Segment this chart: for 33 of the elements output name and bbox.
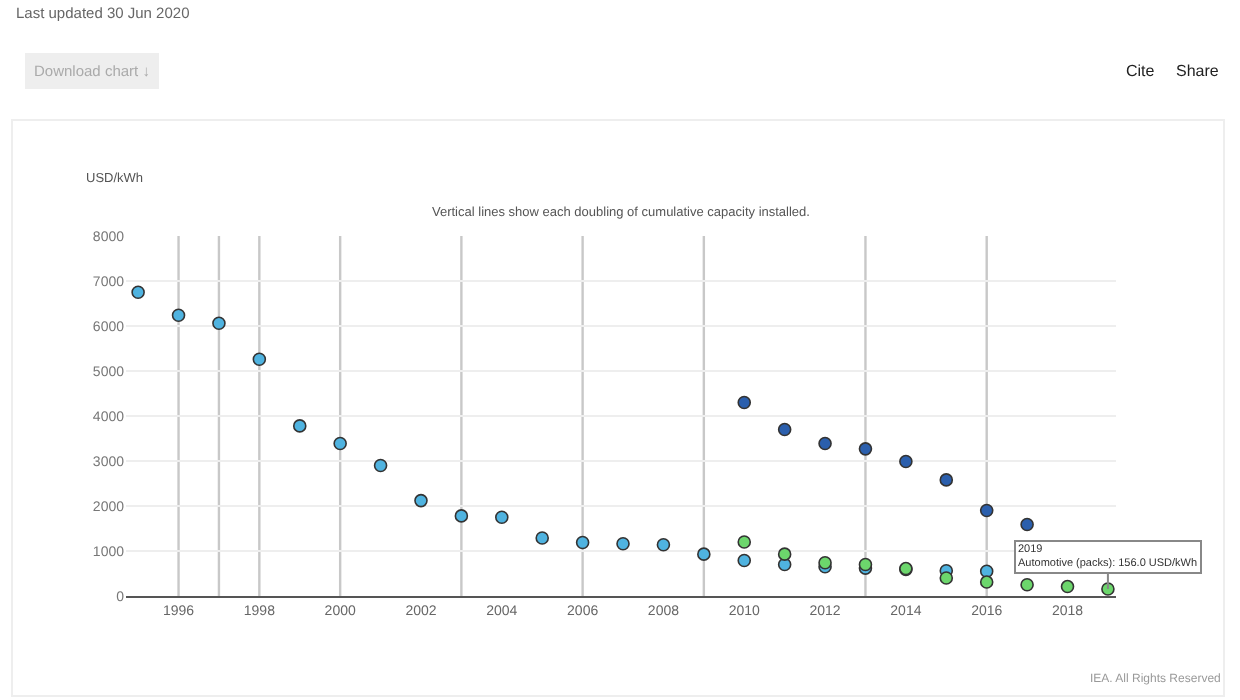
point	[737, 395, 752, 410]
point	[1060, 579, 1075, 594]
point	[616, 537, 630, 551]
point	[939, 571, 954, 585]
text: Cite	[1126, 62, 1156, 80]
point	[535, 531, 549, 545]
point	[777, 422, 792, 437]
point	[1020, 577, 1034, 592]
point	[212, 316, 226, 331]
point	[858, 442, 873, 456]
point	[777, 547, 792, 561]
point	[495, 510, 509, 525]
point	[737, 535, 752, 549]
point	[454, 509, 469, 523]
point	[1020, 517, 1034, 532]
point	[333, 436, 347, 451]
point	[414, 493, 428, 508]
point	[979, 503, 994, 518]
point	[252, 352, 267, 367]
point	[292, 419, 307, 433]
point	[171, 308, 186, 322]
point	[131, 285, 145, 300]
point	[575, 535, 590, 550]
point	[939, 473, 954, 487]
point	[737, 553, 752, 568]
point	[899, 454, 913, 469]
point	[818, 436, 832, 451]
point	[656, 537, 671, 552]
point	[373, 458, 388, 473]
point	[979, 564, 994, 579]
text: Share	[1176, 62, 1220, 80]
point	[979, 575, 994, 589]
point	[697, 547, 711, 561]
